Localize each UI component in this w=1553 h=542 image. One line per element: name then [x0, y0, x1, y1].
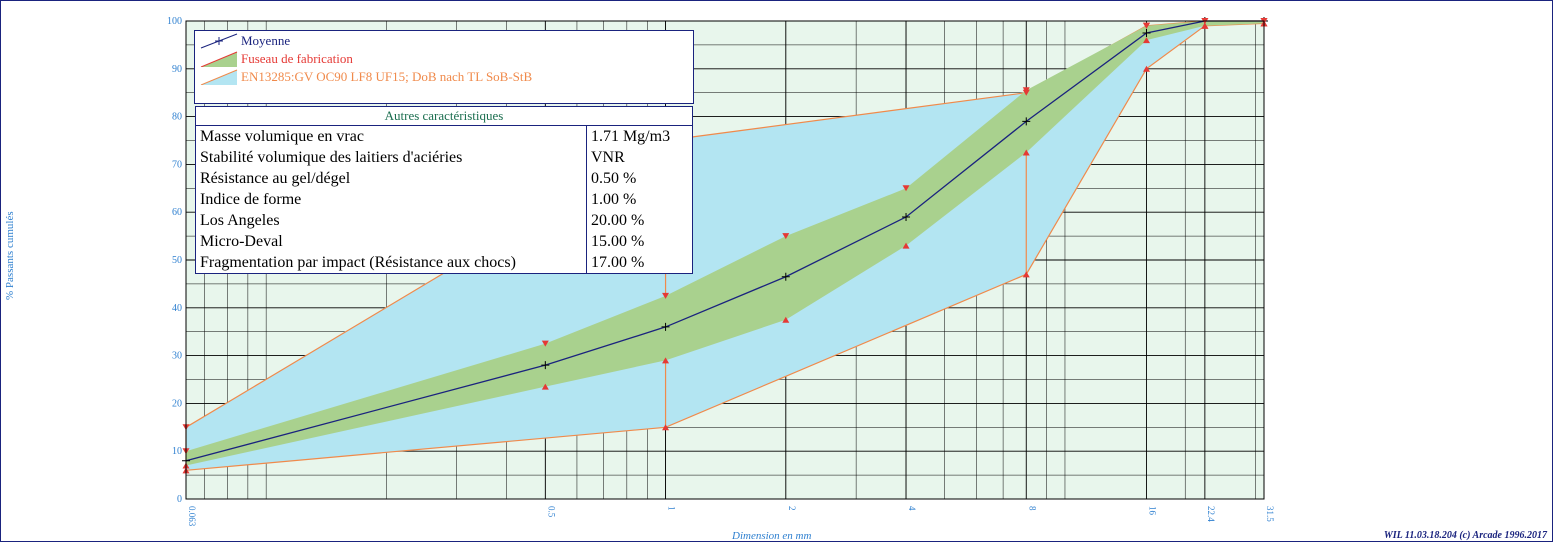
- row-label: Micro-Deval: [195, 231, 587, 252]
- band-upper-marker: [541, 340, 549, 347]
- envelope-lower-marker: [1022, 271, 1030, 278]
- mean-point: [902, 212, 911, 221]
- row-value: VNR: [590, 149, 625, 166]
- table-row: Los Angeles 20.00 %: [195, 210, 693, 231]
- legend-label: Moyenne: [241, 33, 291, 49]
- characteristics-table: Autres caractéristiques Masse volumique …: [195, 106, 693, 274]
- table-row: Micro-Deval 15.00 %: [195, 231, 693, 252]
- y-tick-label: 90: [172, 64, 182, 75]
- legend-envelope-swatch: [199, 69, 239, 86]
- band-lower-marker: [1022, 149, 1030, 156]
- x-tick-label: 31.5: [1265, 506, 1275, 522]
- row-value: 0.50 %: [590, 170, 637, 187]
- row-label: Masse volumique en vrac: [195, 125, 587, 147]
- table-row: Masse volumique en vrac 1.71 Mg/m3: [195, 125, 693, 147]
- row-label: Indice de forme: [195, 189, 587, 210]
- x-tick-label: 1: [667, 506, 677, 511]
- mean-point: [661, 322, 670, 331]
- table-row: Résistance au gel/dégel 0.50 %: [195, 168, 693, 189]
- y-tick-label: 20: [172, 398, 182, 409]
- mean-point: [781, 272, 790, 281]
- row-label: Stabilité volumique des laitiers d'aciér…: [195, 147, 587, 168]
- legend-label: Fuseau de fabrication: [241, 51, 353, 67]
- legend-item-moyenne: Moyenne: [199, 31, 290, 49]
- footer-credit: WIL 11.03.18.204 (c) Arcade 1996.2017: [1383, 530, 1547, 541]
- x-axis-label: Dimension en mm: [732, 530, 812, 542]
- envelope-lower-marker: [1201, 22, 1209, 29]
- x-tick-label: 22.4: [1206, 506, 1216, 522]
- envelope-lower-marker: [1142, 65, 1150, 72]
- y-tick-label: 30: [172, 351, 182, 362]
- band-lower-marker: [902, 242, 910, 249]
- band-lower-marker: [782, 316, 790, 323]
- mean-point: [1022, 117, 1031, 126]
- mean-point: [541, 361, 550, 370]
- x-tick-label: 0.5: [546, 506, 556, 518]
- row-value: 1.00 %: [590, 191, 637, 208]
- row-value: 20.00 %: [590, 212, 645, 229]
- envelope-upper-marker: [1022, 89, 1030, 96]
- band-lower-marker: [541, 383, 549, 390]
- legend-line-swatch: [199, 33, 239, 49]
- y-tick-label: 40: [172, 303, 182, 314]
- y-tick-label: 70: [172, 159, 182, 170]
- x-tick-label: 0.063: [187, 506, 197, 527]
- y-tick-label: 10: [172, 446, 182, 457]
- row-label: Fragmentation par impact (Résistance aux…: [195, 252, 587, 274]
- envelope-lower-marker: [662, 424, 670, 431]
- table-row: Fragmentation par impact (Résistance aux…: [195, 252, 693, 274]
- band-lower-marker: [1142, 37, 1150, 44]
- characteristics-title: Autres caractéristiques: [195, 106, 693, 126]
- band-lower-marker: [662, 357, 670, 364]
- y-tick-label: 0: [177, 494, 182, 505]
- row-label: Los Angeles: [195, 210, 587, 231]
- row-value: 1.71 Mg/m3: [590, 128, 671, 145]
- row-label: Résistance au gel/dégel: [195, 168, 587, 189]
- legend-band-swatch: [199, 51, 239, 68]
- band-upper-marker: [782, 233, 790, 240]
- envelope-lower-line: [185, 22, 1265, 471]
- y-axis-label: % Passants cumulés: [4, 211, 16, 300]
- legend: Moyenne Fuseau de fabrication EN13285:GV…: [194, 30, 694, 104]
- legend-item-fuseau: Fuseau de fabrication: [199, 49, 353, 68]
- legend-item-envelope: EN13285:GV OC90 LF8 UF15; DoB nach TL So…: [199, 67, 533, 86]
- envelope-upper-marker: [1142, 22, 1150, 29]
- row-value: 17.00 %: [590, 254, 645, 271]
- row-value: 15.00 %: [590, 233, 645, 250]
- y-tick-label: 50: [172, 255, 182, 266]
- x-tick-label: 16: [1147, 506, 1157, 516]
- table-row: Stabilité volumique des laitiers d'aciér…: [195, 147, 693, 168]
- x-tick-label: 4: [907, 506, 917, 511]
- plot-border: [185, 20, 1265, 500]
- band-upper-marker: [902, 185, 910, 192]
- band-upper-marker: [662, 292, 670, 299]
- y-tick-label: 60: [172, 207, 182, 218]
- x-tick-label: 2: [787, 506, 797, 511]
- table-row: Indice de forme 1.00 %: [195, 189, 693, 210]
- legend-label: EN13285:GV OC90 LF8 UF15; DoB nach TL So…: [241, 69, 533, 85]
- fabrication-band: [186, 21, 1264, 466]
- x-tick-label: 8: [1027, 506, 1037, 511]
- y-tick-label: 80: [172, 112, 182, 123]
- mean-point: [1142, 28, 1151, 37]
- y-tick-label: 100: [167, 16, 182, 27]
